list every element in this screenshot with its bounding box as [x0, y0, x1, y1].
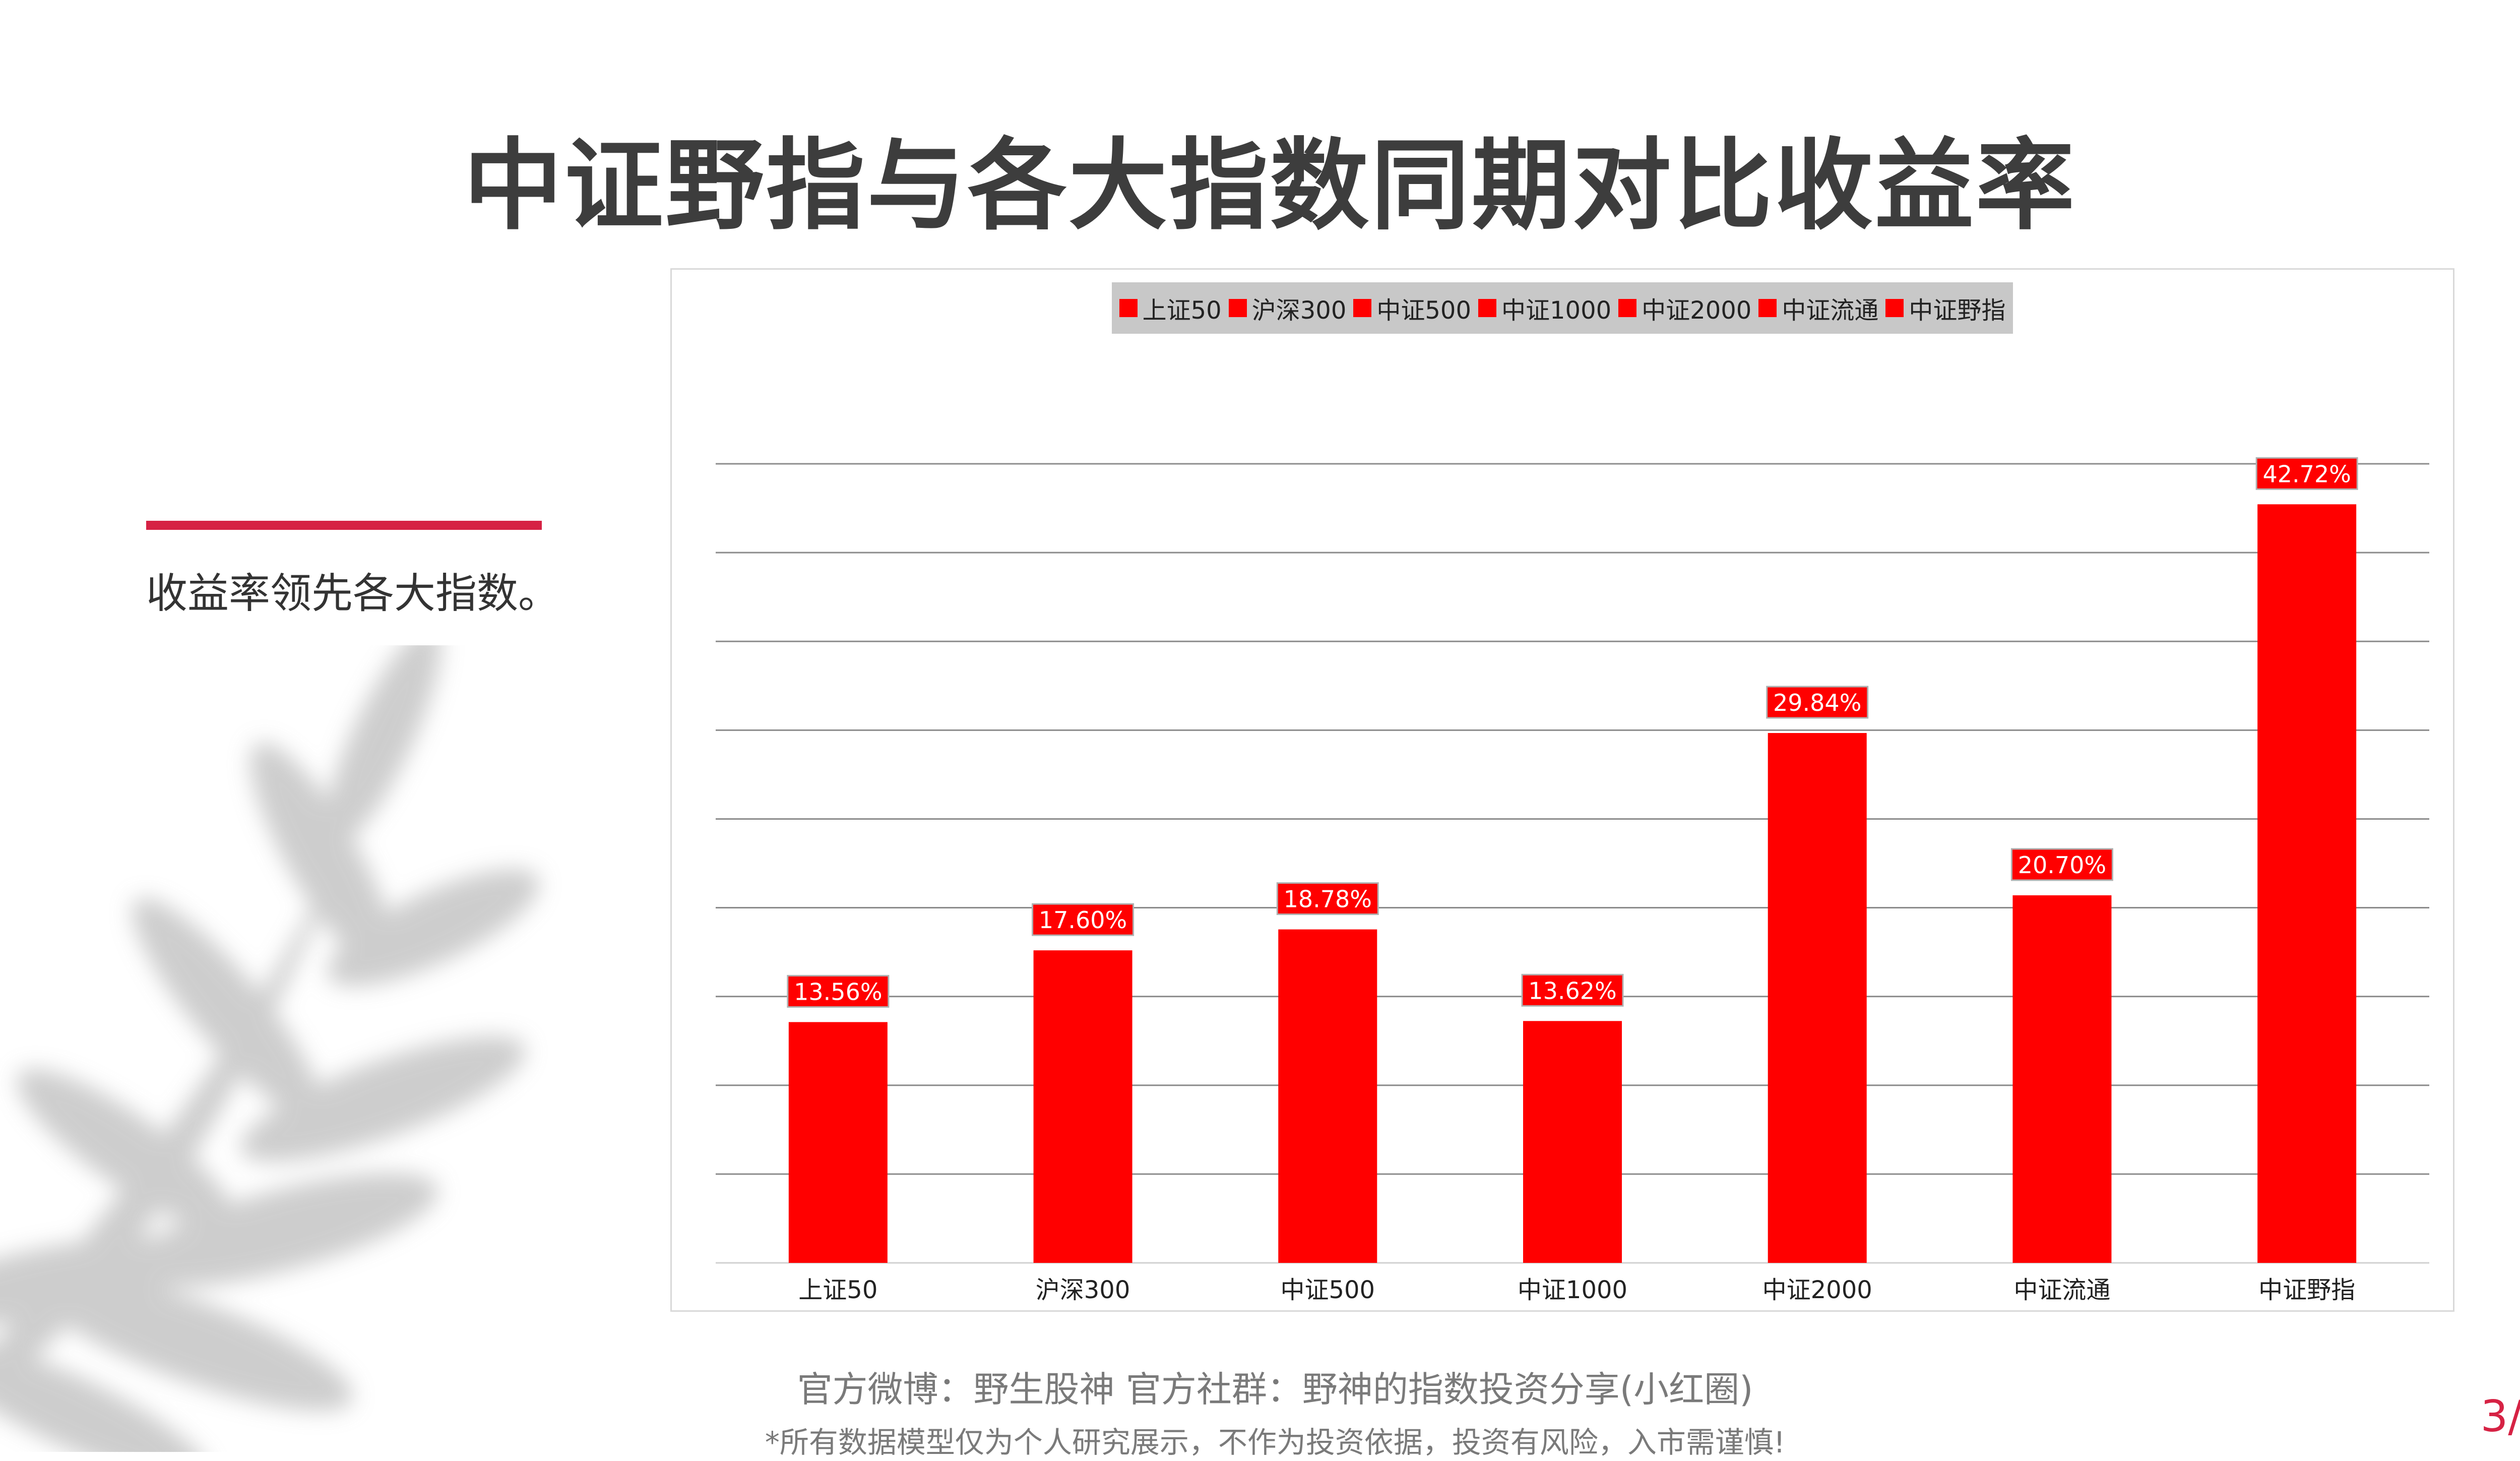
x-tick-label: 中证1000	[1518, 1276, 1627, 1304]
bar	[1768, 733, 1867, 1263]
bar	[2257, 504, 2357, 1263]
chart-legend: 上证50 沪深300 中证500 中证1000 中证2000 中证流通 中证野指	[1112, 282, 2013, 334]
legend-swatch	[1758, 299, 1777, 317]
footer-contact: 官方微博：野生股神 官方社群：野神的指数投资分享(小红圈)	[797, 1369, 1753, 1410]
bar	[2012, 895, 2112, 1263]
x-tick-label: 上证50	[798, 1276, 877, 1304]
bar	[1033, 950, 1132, 1263]
legend-item: 中证500	[1353, 290, 1471, 326]
legend-item: 中证流通	[1758, 290, 1878, 326]
data-label: 29.84%	[1773, 689, 1861, 716]
legend-item: 中证1000	[1478, 290, 1611, 326]
data-label-box	[787, 975, 890, 1008]
x-tick-label: 中证野指	[2258, 1276, 2355, 1304]
x-tick-label: 中证500	[1280, 1276, 1375, 1304]
legend-swatch	[1119, 299, 1138, 317]
page-number: 3/4	[2480, 1391, 2520, 1442]
legend-swatch	[1885, 299, 1904, 317]
legend-item: 上证50	[1119, 290, 1222, 326]
x-tick-label: 沪深300	[1036, 1276, 1130, 1304]
leaf-shadow-decoration	[0, 645, 540, 1452]
legend-label: 中证1000	[1501, 296, 1612, 325]
data-label-box	[1766, 686, 1869, 719]
data-label-box	[1276, 882, 1379, 916]
legend-swatch	[1228, 299, 1247, 317]
data-label: 13.62%	[1528, 977, 1616, 1004]
legend-swatch	[1478, 299, 1496, 317]
legend-label: 中证2000	[1642, 296, 1752, 325]
data-label: 18.78%	[1284, 886, 1372, 913]
bar	[1278, 929, 1377, 1263]
summary-text: 收益率领先各大指数。	[146, 570, 560, 618]
legend-swatch	[1618, 299, 1637, 317]
legend-item: 沪深300	[1228, 290, 1347, 326]
bar	[1523, 1021, 1622, 1263]
data-label: 17.60%	[1039, 906, 1127, 934]
data-label-box	[2255, 457, 2358, 490]
legend-label: 沪深300	[1251, 296, 1347, 325]
bar	[788, 1022, 888, 1263]
legend-item: 中证野指	[1885, 290, 2005, 326]
data-label: 20.70%	[2018, 851, 2106, 879]
data-label: 42.72%	[2262, 460, 2351, 488]
x-tick-label: 中证流通	[2013, 1276, 2110, 1304]
legend-label: 中证流通	[1782, 296, 1879, 325]
data-label: 13.56%	[794, 978, 882, 1005]
data-label-box	[1032, 903, 1135, 936]
footer-disclaimer: *所有数据模型仅为个人研究展示，不作为投资依据，投资有风险，入市需谨慎!	[765, 1425, 1786, 1459]
x-tick-label: 中证2000	[1762, 1276, 1872, 1304]
data-label-box	[1521, 973, 1624, 1007]
data-label-box	[2010, 848, 2113, 881]
page-title: 中证野指与各大指数同期对比收益率	[463, 129, 2076, 244]
legend-swatch	[1353, 299, 1372, 317]
legend-label: 中证野指	[1909, 296, 2006, 325]
legend-item: 中证2000	[1618, 290, 1751, 326]
accent-divider	[146, 521, 542, 530]
legend-label: 中证500	[1376, 296, 1471, 325]
legend-label: 上证50	[1142, 296, 1222, 325]
